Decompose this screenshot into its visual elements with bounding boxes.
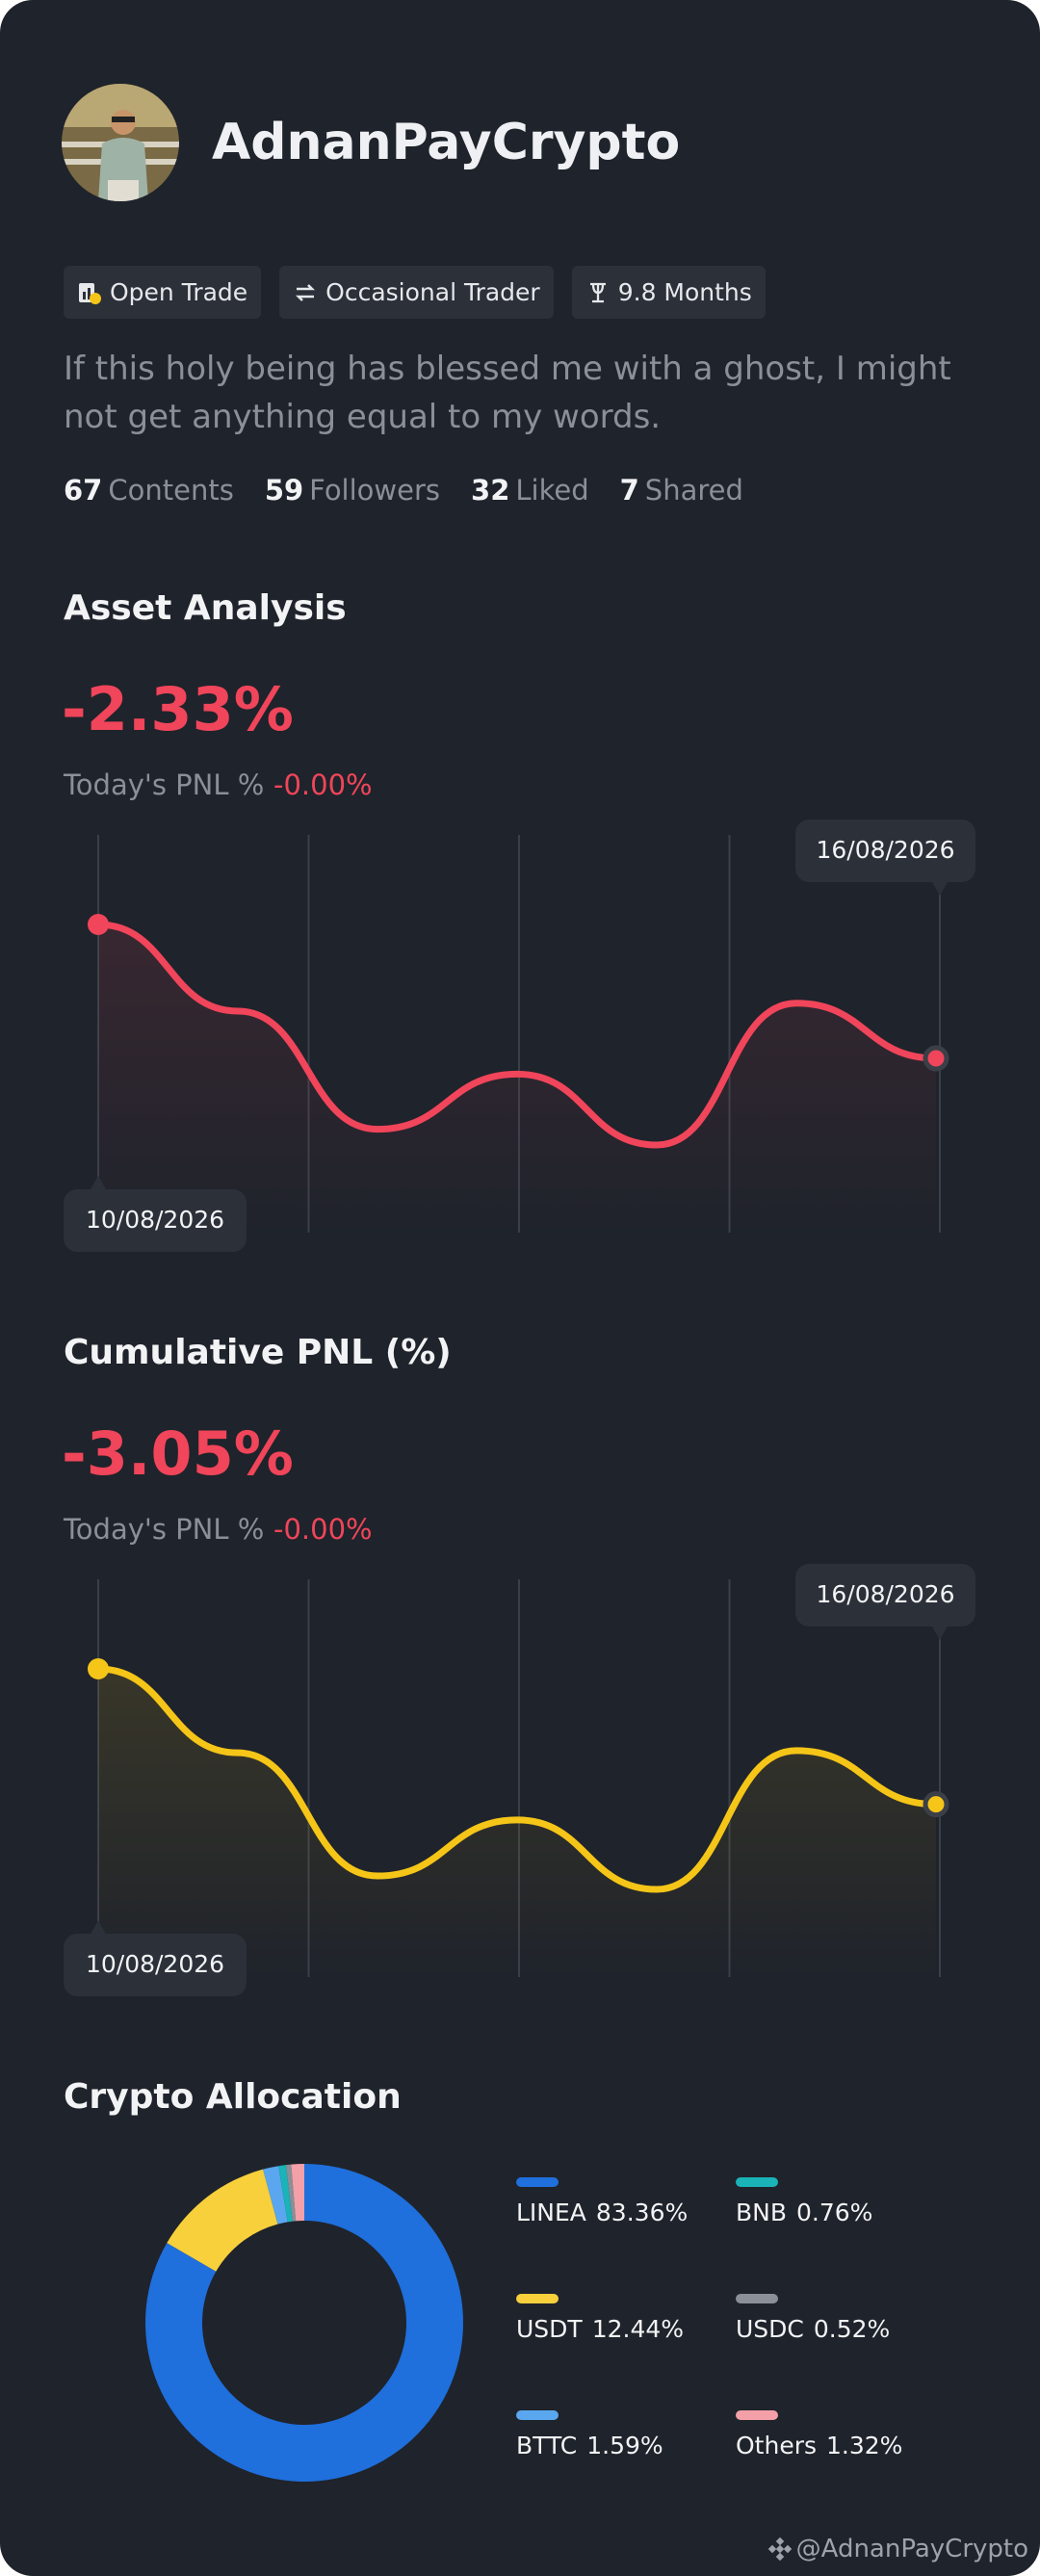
legend-name: USDC [736, 2315, 804, 2343]
tag-text: 9.8 Months [617, 278, 752, 306]
stat-label: Followers [309, 474, 441, 507]
date-label: 10/08/2026 [86, 1950, 224, 1978]
legend-name: LINEA [516, 2199, 586, 2226]
donut-slice [145, 2164, 464, 2482]
start-dot [88, 914, 109, 935]
stat-count: 32 [471, 474, 510, 507]
legend-entry: USDC 0.52% [736, 2315, 890, 2343]
section-title: Crypto Allocation [64, 2077, 402, 2117]
legend-entry: LINEA 83.36% [516, 2199, 688, 2226]
legend-entry: BTTC 1.59% [516, 2432, 663, 2459]
user-name: AdnanPayCrypto [212, 114, 681, 171]
legend-swatch [736, 2177, 778, 2187]
date-bubble [64, 1189, 247, 1252]
avatar [62, 84, 179, 201]
pnl-label: Today's PNL % [64, 768, 265, 801]
section-title: Cumulative PNL (%) [64, 1333, 452, 1372]
pnl-value: -0.00% [273, 768, 373, 801]
legend-swatch [516, 2410, 559, 2420]
pnl-value: -0.00% [273, 1513, 373, 1546]
logo [767, 2537, 792, 2562]
line-area [98, 924, 936, 1233]
date-label: 10/08/2026 [86, 1206, 224, 1234]
stat: 59 Followers [265, 474, 440, 507]
line [94, 1665, 940, 1893]
tag[interactable]: Open Trade [64, 266, 262, 319]
tag-icon [589, 282, 606, 302]
headline-value: -2.33% [62, 674, 294, 744]
end-dot [923, 1045, 949, 1072]
date-bubble [795, 820, 975, 882]
donut-slice [278, 2165, 293, 2223]
line [94, 921, 940, 1149]
section-title: Asset Analysis [64, 588, 347, 628]
legend-entry: Others 1.32% [736, 2432, 902, 2459]
legend-value: 0.52% [814, 2315, 890, 2343]
bubble-pointer [932, 1626, 948, 1640]
headline-value: -3.05% [62, 1418, 294, 1489]
stat: 7 Shared [620, 474, 743, 507]
bubble-pointer [91, 1920, 106, 1934]
legend-name: BNB [736, 2199, 787, 2226]
donut-slice [291, 2164, 304, 2222]
stat-label: Shared [644, 474, 743, 507]
tag-icon [296, 283, 316, 301]
legend-entry: USDT 12.44% [516, 2315, 684, 2343]
pnl-label: Today's PNL % [64, 1513, 265, 1546]
legend-name: BTTC [516, 2432, 577, 2459]
date-label: 16/08/2026 [816, 836, 954, 864]
tag-list: Open Trade Occasional Trader 9.8 Months [64, 266, 766, 319]
stat-count: 59 [264, 474, 304, 507]
end-dot [923, 1791, 949, 1818]
stat-count: 7 [619, 474, 639, 507]
donut-slice [285, 2164, 297, 2222]
tag-icon [79, 282, 101, 304]
legend-value: 1.59% [586, 2432, 663, 2459]
stat-count: 67 [64, 474, 103, 507]
legend-swatch [516, 2294, 559, 2303]
legend-name: Others [736, 2432, 817, 2459]
legend-value: 1.32% [826, 2432, 902, 2459]
stat: 32 Liked [471, 474, 589, 507]
donut-slice [263, 2166, 288, 2225]
bio: If this holy being has blessed me with a… [64, 350, 951, 436]
tag-text: Occasional Trader [325, 278, 540, 306]
legend-swatch [736, 2294, 778, 2303]
stat-label: Liked [515, 474, 589, 507]
start-dot [88, 1658, 109, 1679]
legend-name: USDT [516, 2315, 583, 2343]
stat: 67 Contents [64, 474, 234, 507]
watermark-text: @AdnanPayCrypto [795, 2535, 1028, 2563]
tag[interactable]: Occasional Trader [279, 266, 554, 319]
date-bubble [64, 1934, 247, 1996]
legend-swatch [516, 2177, 559, 2187]
legend-entry: BNB 0.76% [736, 2199, 872, 2226]
tag-text: Open Trade [110, 278, 248, 306]
watermark: @AdnanPayCrypto [767, 2535, 1028, 2563]
bubble-pointer [932, 882, 948, 896]
legend-value: 12.44% [592, 2315, 684, 2343]
legend-value: 83.36% [596, 2199, 688, 2226]
stats: 67 Contents 59 Followers 32 Liked 7 Shared [64, 474, 743, 507]
stat-label: Contents [108, 474, 234, 507]
legend-swatch [736, 2410, 778, 2420]
legend-value: 0.76% [796, 2199, 872, 2226]
bubble-pointer [91, 1176, 106, 1189]
date-bubble [795, 1564, 975, 1626]
date-label: 16/08/2026 [816, 1580, 954, 1608]
tag[interactable]: 9.8 Months [571, 266, 766, 319]
donut-slice [167, 2169, 278, 2272]
